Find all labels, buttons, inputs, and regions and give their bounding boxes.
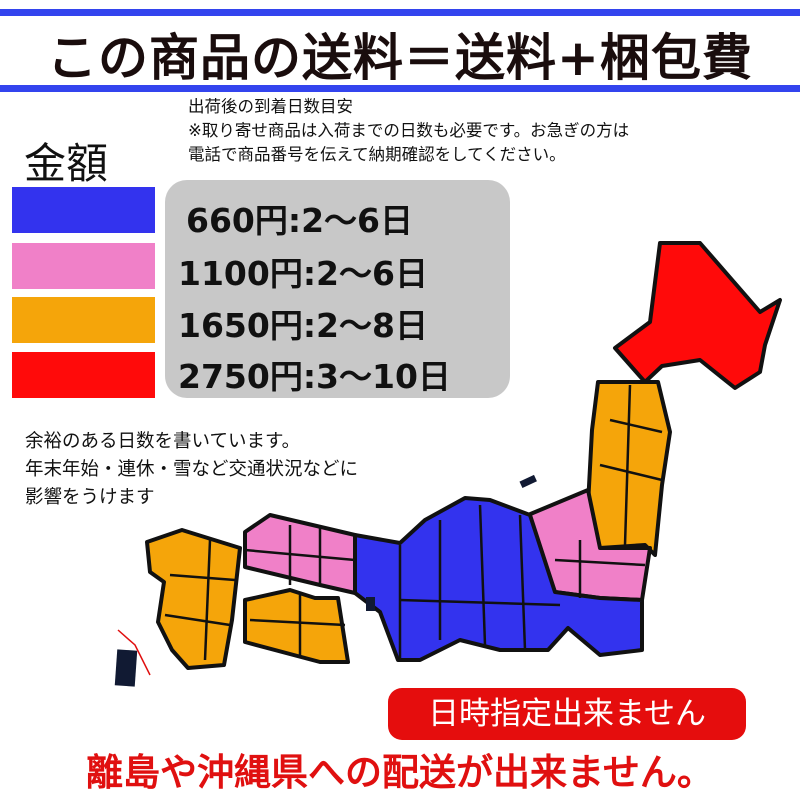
- region-kyushu: [145, 528, 242, 670]
- price-tier: 2750円:3〜10日: [178, 357, 451, 396]
- remark: 余裕のある日数を書いています。 年末年始・連休・雪など交通状況などに 影響をうけ…: [25, 428, 358, 512]
- swatch-red: [12, 352, 155, 398]
- note-line: 出荷後の到着日数目安: [188, 97, 353, 116]
- price-tier: 660円:2〜6日: [186, 201, 414, 240]
- region-hokkaido: [613, 241, 782, 390]
- region-shikoku: [243, 588, 350, 664]
- price-tier: 1650円:2〜8日: [178, 306, 428, 345]
- price-tier: 1100円:2〜6日: [178, 254, 428, 293]
- remark-line: 年末年始・連休・雪など交通状況などに: [25, 459, 359, 480]
- price-table: [165, 180, 510, 398]
- no-date-designation-badge: 日時指定出来ません: [388, 688, 746, 740]
- note-line: ※取り寄せ商品は入荷までの日数も必要です。お急ぎの方は: [188, 121, 630, 140]
- island-okinawa: [114, 649, 138, 687]
- swatch-pink: [12, 243, 155, 289]
- separator-line: [117, 629, 151, 676]
- island-shipping-notice: 離島や沖縄県への配送が出来ません。: [86, 751, 714, 794]
- remark-line: 影響をうけます: [25, 487, 155, 508]
- remark-line: 余裕のある日数を書いています。: [25, 431, 301, 452]
- note-line: 電話で商品番号を伝えて納期確認をしてください。: [188, 145, 566, 164]
- swatch-orange: [12, 297, 155, 343]
- region-central: [353, 496, 644, 662]
- top-divider: [0, 9, 800, 16]
- page-title: この商品の送料＝送料+梱包費: [47, 29, 753, 87]
- amount-label: 金額: [24, 139, 109, 188]
- island-sado: [519, 474, 537, 489]
- bottom-divider: [0, 85, 800, 92]
- swatch-blue: [12, 187, 155, 233]
- prefecture-borders: [164, 384, 663, 661]
- island-awaji: [366, 597, 375, 611]
- delivery-note: 出荷後の到着日数目安 ※取り寄せ商品は入荷までの日数も必要です。お急ぎの方は 電…: [188, 95, 629, 167]
